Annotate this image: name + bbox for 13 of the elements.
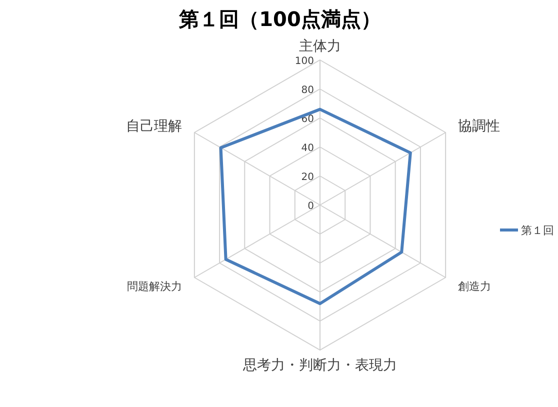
spoke-label: 問題解決力 [126, 280, 182, 293]
y-tick-label: 40 [301, 143, 314, 154]
spoke-label: 自己理解 [126, 118, 182, 134]
spoke-label: 創造力 [458, 280, 492, 293]
spoke-label: 主体力 [299, 38, 341, 54]
spoke-label: 思考力・判断力・表現力 [242, 358, 397, 374]
legend-label: 第１回 [521, 224, 554, 237]
chart-title: 第１回（100点満点） [178, 7, 381, 31]
spoke-label: 協調性 [458, 118, 500, 134]
y-tick-label: 0 [308, 201, 314, 212]
y-tick-label: 80 [301, 85, 314, 96]
y-tick-label: 100 [294, 56, 314, 67]
y-tick-label: 20 [301, 172, 314, 183]
